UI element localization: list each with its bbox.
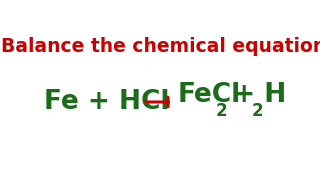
Text: Fe + HCl: Fe + HCl (44, 89, 170, 115)
Text: 2: 2 (252, 102, 264, 120)
Text: 2: 2 (216, 102, 228, 120)
Text: FeCl: FeCl (178, 82, 241, 108)
Text: Balance the chemical equation: Balance the chemical equation (1, 37, 320, 56)
Text: + H: + H (224, 82, 286, 108)
